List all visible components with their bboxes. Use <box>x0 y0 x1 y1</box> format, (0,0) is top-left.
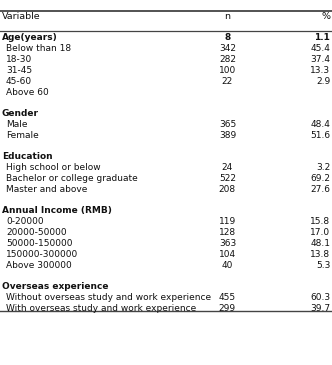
Text: Overseas experience: Overseas experience <box>2 282 108 291</box>
Text: 24: 24 <box>222 163 233 172</box>
Text: 39.7: 39.7 <box>310 304 330 313</box>
Text: 389: 389 <box>219 131 236 140</box>
Text: 51.6: 51.6 <box>310 131 330 140</box>
Text: 208: 208 <box>219 185 236 194</box>
Text: 363: 363 <box>219 239 236 248</box>
Text: 13.8: 13.8 <box>310 250 330 259</box>
Text: 31-45: 31-45 <box>6 66 32 75</box>
Text: 282: 282 <box>219 55 236 64</box>
Text: 104: 104 <box>219 250 236 259</box>
Text: 1.1: 1.1 <box>314 33 330 42</box>
Text: 45-60: 45-60 <box>6 77 32 86</box>
Text: 60.3: 60.3 <box>310 293 330 302</box>
Text: 15.8: 15.8 <box>310 217 330 226</box>
Text: 150000-300000: 150000-300000 <box>6 250 78 259</box>
Text: 100: 100 <box>219 66 236 75</box>
Text: 50000-150000: 50000-150000 <box>6 239 72 248</box>
Text: Master and above: Master and above <box>6 185 87 194</box>
Text: 128: 128 <box>219 228 236 237</box>
Text: 27.6: 27.6 <box>310 185 330 194</box>
Text: Male: Male <box>6 120 28 129</box>
Text: 522: 522 <box>219 174 236 183</box>
Text: Above 60: Above 60 <box>6 88 49 97</box>
Text: 17.0: 17.0 <box>310 228 330 237</box>
Text: 299: 299 <box>219 304 236 313</box>
Text: 0-20000: 0-20000 <box>6 217 43 226</box>
Text: Above 300000: Above 300000 <box>6 261 72 270</box>
Text: High school or below: High school or below <box>6 163 101 172</box>
Text: 22: 22 <box>222 77 233 86</box>
Text: 3.2: 3.2 <box>316 163 330 172</box>
Text: 48.4: 48.4 <box>310 120 330 129</box>
Text: Gender: Gender <box>2 109 39 118</box>
Text: 2.9: 2.9 <box>316 77 330 86</box>
Text: 119: 119 <box>219 217 236 226</box>
Text: 18-30: 18-30 <box>6 55 32 64</box>
Text: %: % <box>321 12 330 22</box>
Text: Below than 18: Below than 18 <box>6 44 71 53</box>
Text: Bachelor or college graduate: Bachelor or college graduate <box>6 174 138 183</box>
Text: Variable: Variable <box>2 12 40 22</box>
Text: n: n <box>224 12 230 22</box>
Text: 20000-50000: 20000-50000 <box>6 228 67 237</box>
Text: Age(years): Age(years) <box>2 33 57 42</box>
Text: Education: Education <box>2 152 52 161</box>
Text: 455: 455 <box>219 293 236 302</box>
Text: Annual Income (RMB): Annual Income (RMB) <box>2 206 112 215</box>
Text: 5.3: 5.3 <box>316 261 330 270</box>
Text: 48.1: 48.1 <box>310 239 330 248</box>
Text: 342: 342 <box>219 44 236 53</box>
Text: 45.4: 45.4 <box>310 44 330 53</box>
Text: With overseas study and work experience: With overseas study and work experience <box>6 304 196 313</box>
Text: 13.3: 13.3 <box>310 66 330 75</box>
Text: 8: 8 <box>224 33 230 42</box>
Text: 37.4: 37.4 <box>310 55 330 64</box>
Text: Without overseas study and work experience: Without overseas study and work experien… <box>6 293 211 302</box>
Text: 40: 40 <box>222 261 233 270</box>
Text: 365: 365 <box>219 120 236 129</box>
Text: Female: Female <box>6 131 39 140</box>
Text: 69.2: 69.2 <box>310 174 330 183</box>
